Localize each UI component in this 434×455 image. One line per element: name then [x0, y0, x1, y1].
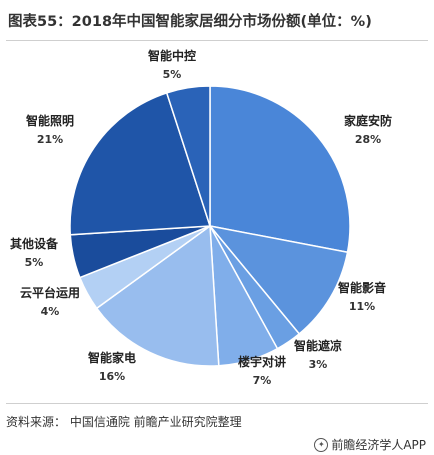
pie-slice: [95, 224, 220, 367]
slice-value-label: 28%: [355, 133, 381, 146]
pie-slice: [165, 85, 211, 227]
slice-label: 智能家电 16%: [87, 350, 136, 383]
slice-label: 其他设备 5%: [10, 236, 59, 269]
brand-logo-icon: ✦: [314, 437, 329, 452]
slice-name-label: 家庭安防: [344, 113, 392, 128]
slice-label: 智能照明 21%: [25, 113, 74, 146]
source-note: 资料来源： 中国信通院 前瞻产业研究院整理: [6, 415, 242, 429]
brand-text: 前瞻经济学人APP: [331, 438, 426, 452]
slice-name-label: 智能遮凉: [293, 338, 342, 353]
slice-value-label: 4%: [41, 305, 60, 318]
slice-label: 智能影音 11%: [337, 280, 386, 313]
pie-slice: [208, 224, 349, 335]
footer-divider: [6, 403, 428, 404]
pie-chart: 家庭安防 28% 智能影音 11% 智能遮凉 3% 楼宇对讲 7% 智能家电 16% 云平台运用 4%…: [10, 48, 392, 387]
chart-title: 图表55：2018年中国智能家居细分市场份额(单位：%): [8, 14, 372, 30]
slice-name-label: 智能照明: [25, 113, 74, 128]
slice-label: 家庭安防 28%: [344, 113, 392, 146]
brand-watermark: ✦ 前瞻经济学人APP: [314, 436, 426, 453]
slice-name-label: 其他设备: [10, 236, 59, 251]
slice-name-label: 云平台运用: [20, 285, 80, 300]
slice-name-label: 楼宇对讲: [238, 354, 286, 369]
slice-label: 智能中控 5%: [147, 48, 196, 81]
slice-value-label: 5%: [25, 256, 44, 269]
slice-value-label: 5%: [163, 68, 182, 81]
slice-label: 云平台运用 4%: [20, 285, 80, 318]
slice-name-label: 智能中控: [147, 48, 196, 63]
slice-value-label: 21%: [37, 133, 63, 146]
slice-name-label: 智能家电: [87, 350, 136, 365]
slice-value-label: 3%: [309, 358, 328, 371]
slice-name-label: 智能影音: [337, 280, 386, 295]
slice-value-label: 16%: [99, 370, 125, 383]
pie-slice: [209, 85, 351, 254]
slice-value-label: 7%: [253, 374, 272, 387]
pie-slice: [69, 91, 212, 236]
slice-label: 智能遮凉 3%: [293, 338, 342, 371]
title-divider: [6, 40, 428, 41]
slice-label: 楼宇对讲 7%: [238, 354, 286, 387]
slice-value-label: 11%: [349, 300, 375, 313]
